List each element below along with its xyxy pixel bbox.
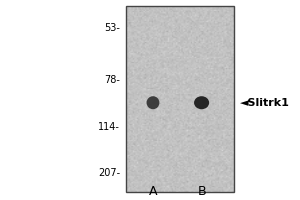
- Text: ◄Slitrk1: ◄Slitrk1: [240, 98, 290, 108]
- Text: 207-: 207-: [98, 168, 120, 178]
- Bar: [126, 6, 234, 192]
- Text: B: B: [197, 185, 206, 198]
- Text: A: A: [149, 185, 157, 198]
- Text: 78-: 78-: [104, 75, 120, 85]
- Ellipse shape: [147, 96, 159, 109]
- Text: 114-: 114-: [98, 122, 120, 132]
- Ellipse shape: [194, 96, 209, 109]
- Text: 53-: 53-: [104, 23, 120, 33]
